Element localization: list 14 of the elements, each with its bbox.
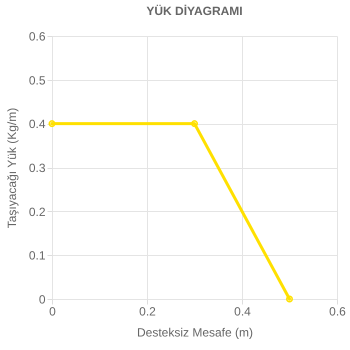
chart-title: YÜK DİYAGRAMI bbox=[146, 4, 243, 18]
x-tick-label: 0 bbox=[49, 304, 56, 318]
y-tick-label: 0.4 bbox=[28, 117, 46, 132]
y-tick-label: 0.5 bbox=[28, 73, 46, 88]
x-tick-label: 0.6 bbox=[329, 304, 346, 318]
y-tick-label: 0.3 bbox=[28, 161, 46, 175]
y-tick-label: 0.6 bbox=[28, 30, 46, 44]
x-tick-label: 0.2 bbox=[139, 304, 156, 318]
y-axis-title: Taşıyacağı Yük (Kg/m) bbox=[4, 108, 19, 228]
x-tick-label: 0.4 bbox=[234, 304, 252, 318]
y-tick-label: 0.1 bbox=[28, 248, 46, 263]
y-tick-label: 0.2 bbox=[28, 204, 46, 219]
y-tick-label: 0 bbox=[38, 292, 46, 306]
x-axis-title: Desteksiz Mesafe (m) bbox=[136, 326, 254, 340]
